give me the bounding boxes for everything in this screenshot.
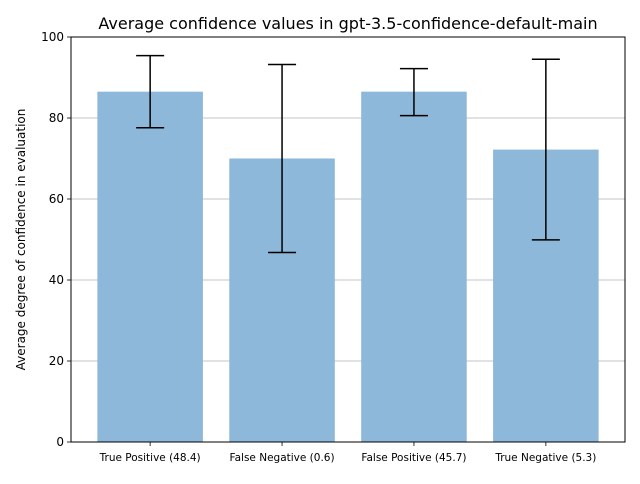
bar xyxy=(361,91,467,443)
error-bars xyxy=(136,54,560,254)
y-tick-label: 80 xyxy=(49,111,64,125)
y-tick-label: 60 xyxy=(49,192,64,206)
y-tick-label: 40 xyxy=(49,273,64,287)
y-tick-label: 100 xyxy=(41,30,64,44)
x-tick-label: False Positive (45.7) xyxy=(361,452,466,464)
x-tick-label: False Negative (0.6) xyxy=(230,452,335,464)
y-axis-label: Average degree of confidence in evaluati… xyxy=(14,109,28,371)
x-tick-label: True Positive (48.4) xyxy=(99,452,201,464)
chart-title: Average confidence values in gpt-3.5-con… xyxy=(98,14,597,33)
bars xyxy=(97,91,599,443)
y-axis-ticks: 0 20 40 60 80 100 xyxy=(41,30,71,449)
y-tick-label: 20 xyxy=(49,354,64,368)
y-tick-label: 0 xyxy=(56,435,64,449)
bar xyxy=(97,91,203,443)
x-tick-label: True Negative (5.3) xyxy=(494,452,596,464)
plot-frame xyxy=(70,36,626,443)
x-axis-ticks: True Positive (48.4) False Negative (0.6)… xyxy=(99,442,596,464)
